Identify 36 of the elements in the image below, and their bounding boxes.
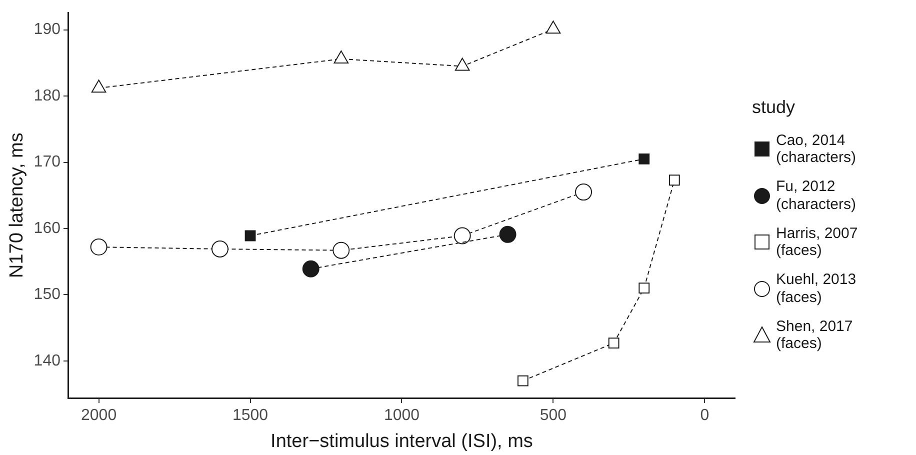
y-tick-label: 170 bbox=[34, 154, 61, 171]
legend-label: Fu, 2012 (characters) bbox=[776, 178, 856, 213]
point bbox=[244, 230, 256, 242]
point bbox=[454, 58, 470, 71]
point bbox=[517, 375, 528, 386]
point bbox=[638, 282, 650, 294]
x-tick-label: 1000 bbox=[384, 407, 420, 424]
point bbox=[638, 153, 650, 164]
point bbox=[90, 238, 108, 256]
point bbox=[575, 184, 592, 201]
point bbox=[91, 80, 106, 93]
legend-label: Cao, 2014 (characters) bbox=[776, 132, 856, 166]
y-axis-title: N170 latency, ms bbox=[6, 132, 28, 278]
y-tick-label: 150 bbox=[34, 286, 61, 304]
point bbox=[211, 240, 228, 258]
x-axis-title: Inter−stimulus interval (ISI), ms bbox=[270, 430, 533, 452]
legend-title: study bbox=[752, 96, 796, 118]
point bbox=[334, 50, 349, 64]
x-tick-label: 2000 bbox=[80, 407, 117, 424]
point bbox=[499, 226, 516, 243]
y-tick-label: 190 bbox=[34, 21, 61, 38]
x-tick-label: 500 bbox=[540, 407, 567, 424]
point bbox=[668, 174, 680, 186]
x-tick-label: 0 bbox=[700, 407, 710, 424]
legend-label: Harris, 2007 (faces) bbox=[776, 224, 858, 260]
y-tick-label: 180 bbox=[34, 87, 61, 104]
point bbox=[302, 260, 320, 278]
point bbox=[546, 20, 561, 34]
legend-label: Shen, 2017 (faces) bbox=[776, 318, 853, 352]
point bbox=[332, 242, 350, 259]
point bbox=[608, 338, 620, 348]
y-tick-label: 140 bbox=[34, 352, 61, 370]
x-tick-label: 1500 bbox=[232, 407, 268, 424]
y-tick-label: 160 bbox=[34, 220, 61, 237]
legend-label: Kuehl, 2013 (faces) bbox=[776, 271, 856, 306]
point bbox=[454, 227, 471, 244]
